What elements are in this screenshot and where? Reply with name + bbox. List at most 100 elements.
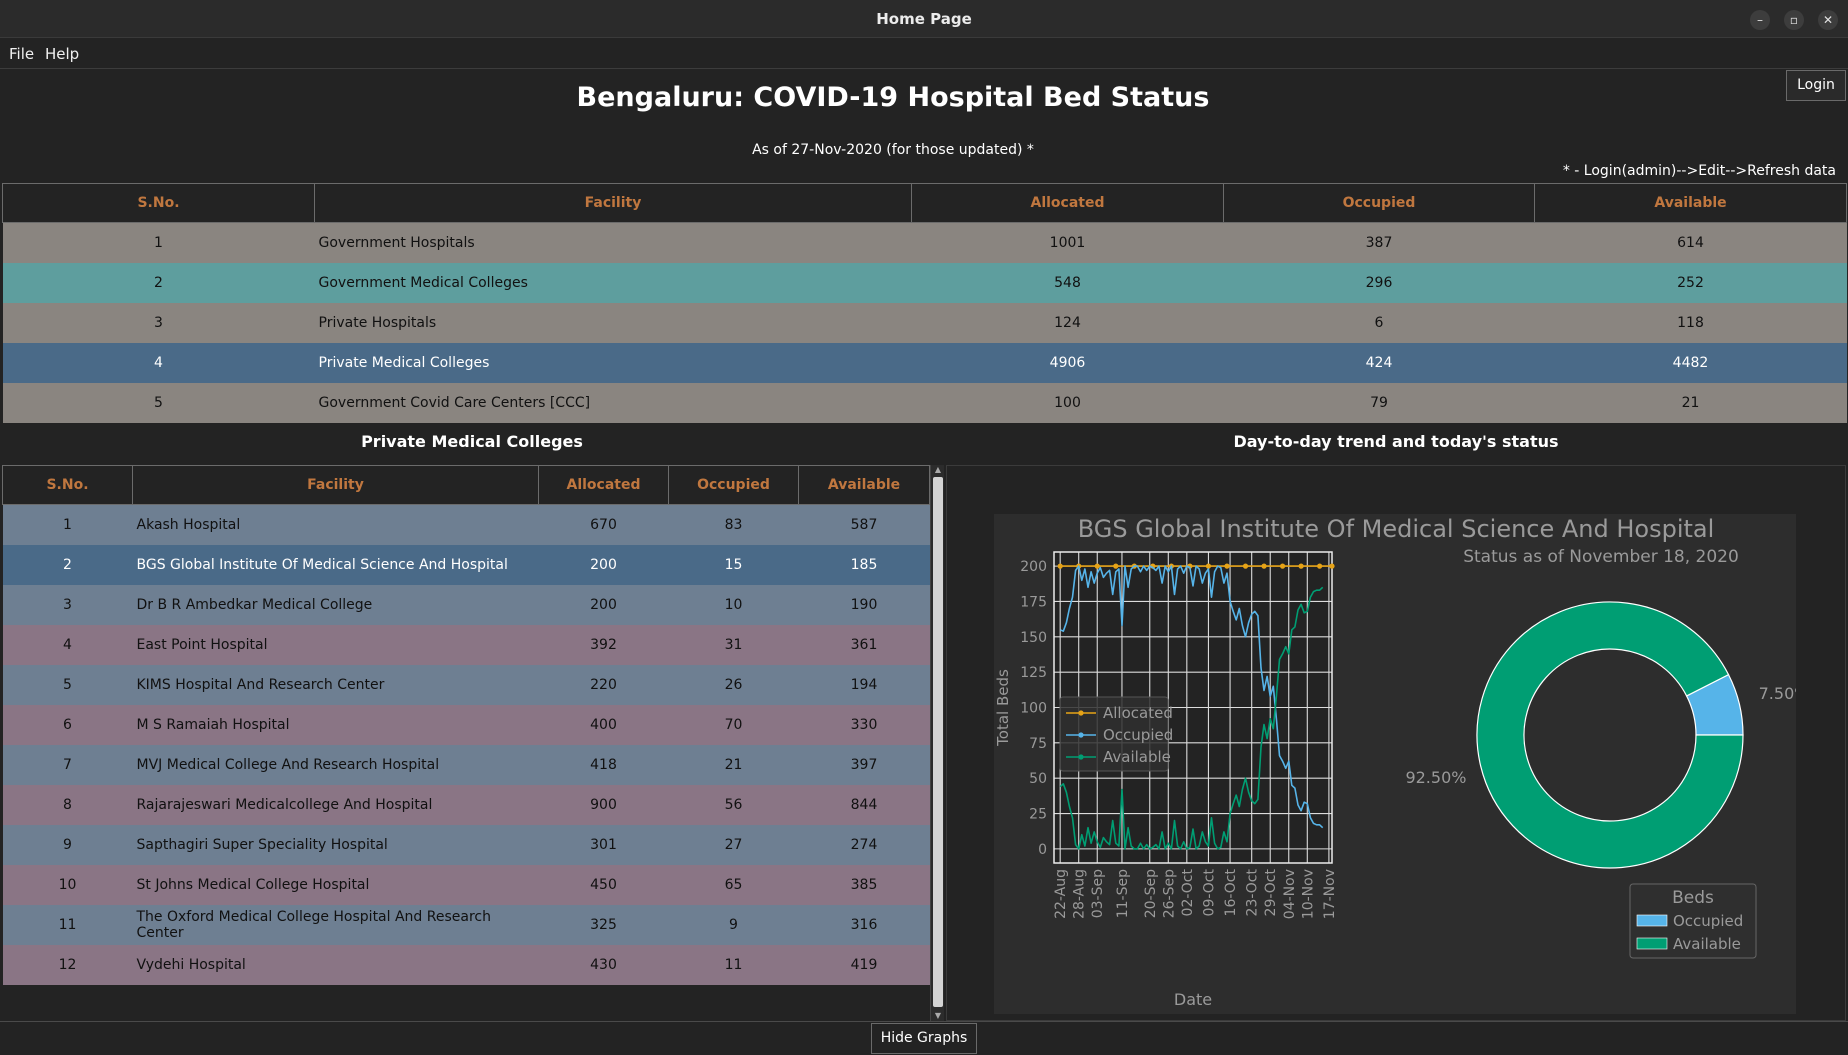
close-icon[interactable]: ✕ xyxy=(1818,10,1838,30)
cell-facility: East Point Hospital xyxy=(136,636,268,653)
menu-file[interactable]: File xyxy=(9,45,35,63)
detail-row[interactable]: 5 KIMS Hospital And Research Center 220 26 1… xyxy=(2,664,930,705)
cell-occupied: 21 xyxy=(724,756,743,773)
cell-occupied: 424 xyxy=(1365,354,1393,371)
summary-row[interactable]: 4 Private Medical Colleges 4906 424 4482 xyxy=(2,342,1847,383)
col-available[interactable]: Available xyxy=(1534,183,1847,223)
col-sno[interactable]: S.No. xyxy=(2,465,133,505)
summary-row[interactable]: 5 Government Covid Care Centers [CCC] 100 7… xyxy=(2,382,1847,423)
scroll-down-icon[interactable]: ▼ xyxy=(934,1011,942,1020)
col-sno[interactable]: S.No. xyxy=(2,183,315,223)
detail-row[interactable]: 1 Akash Hospital 670 83 587 xyxy=(2,504,930,545)
allocated-marker xyxy=(1094,563,1100,569)
cell-occupied: 31 xyxy=(724,636,743,653)
cell-facility: Private Hospitals xyxy=(318,314,437,331)
series-line-occupied xyxy=(1059,565,1324,829)
cell-occupied: 79 xyxy=(1370,394,1388,411)
col-available[interactable]: Available xyxy=(798,465,930,505)
pie-legend-label: Occupied xyxy=(1673,912,1743,930)
hide-graphs-button[interactable]: Hide Graphs xyxy=(871,1023,977,1054)
refresh-note: * - Login(admin)-->Edit-->Refresh data xyxy=(1562,163,1836,179)
cell-available: 118 xyxy=(1677,314,1704,331)
allocated-marker xyxy=(1329,563,1335,569)
summary-row[interactable]: 3 Private Hospitals 124 6 118 xyxy=(2,302,1847,343)
cell-facility: BGS Global Institute Of Medical Science … xyxy=(136,556,508,573)
cell-facility: The Oxford Medical College Hospital And … xyxy=(136,908,491,941)
cell-sno: 5 xyxy=(154,394,163,411)
cell-sno: 3 xyxy=(154,314,163,331)
allocated-marker xyxy=(1317,563,1323,569)
graphs-section-title: Day-to-day trend and today's status xyxy=(1233,432,1559,451)
scroll-thumb[interactable] xyxy=(933,477,943,1007)
y-tick-label: 100 xyxy=(1020,701,1047,717)
cell-allocated: 418 xyxy=(590,756,617,773)
col-allocated[interactable]: Allocated xyxy=(538,465,669,505)
cell-available: 21 xyxy=(1681,394,1700,411)
detail-row[interactable]: 9 Sapthagiri Super Speciality Hospital 301… xyxy=(2,824,930,865)
cell-allocated: 220 xyxy=(590,676,617,693)
x-tick-label: 03-Sep xyxy=(1090,869,1106,918)
cell-sno: 2 xyxy=(154,274,163,291)
cell-available: 419 xyxy=(850,956,878,973)
cell-available: 614 xyxy=(1677,234,1704,251)
detail-row[interactable]: 6 M S Ramaiah Hospital 400 70 330 xyxy=(2,704,930,745)
legend-marker xyxy=(1078,754,1084,760)
col-allocated[interactable]: Allocated xyxy=(911,183,1224,223)
allocated-marker xyxy=(1261,563,1267,569)
login-button[interactable]: Login xyxy=(1786,70,1846,101)
x-tick-label: 23-Oct xyxy=(1245,868,1261,916)
cell-available: 844 xyxy=(850,796,878,813)
cell-allocated: 124 xyxy=(1054,314,1081,331)
allocated-marker xyxy=(1057,563,1063,569)
detail-row[interactable]: 4 East Point Hospital 392 31 361 xyxy=(2,624,930,665)
menu-help[interactable]: Help xyxy=(45,45,80,63)
cell-occupied: 387 xyxy=(1365,234,1393,251)
scroll-up-icon[interactable]: ▲ xyxy=(934,465,942,474)
series-line-available xyxy=(1059,586,1324,850)
detail-row[interactable]: 12 Vydehi Hospital 430 11 419 xyxy=(2,944,930,985)
col-facility[interactable]: Facility xyxy=(132,465,539,505)
window-title: Home Page xyxy=(876,10,972,28)
y-axis-label: Total Beds xyxy=(994,669,1012,747)
summary-row[interactable]: 1 Government Hospitals 1001 387 614 xyxy=(2,222,1847,263)
cell-occupied: 11 xyxy=(724,956,743,973)
y-tick-label: 75 xyxy=(1029,736,1047,752)
detail-row[interactable]: 11 The Oxford Medical College Hospital An… xyxy=(2,904,930,945)
cell-occupied: 10 xyxy=(724,596,743,613)
col-occupied[interactable]: Occupied xyxy=(1223,183,1535,223)
x-tick-label: 02-Oct xyxy=(1180,868,1196,916)
cell-occupied: 15 xyxy=(724,556,743,573)
col-occupied[interactable]: Occupied xyxy=(668,465,799,505)
summary-row[interactable]: 2 Government Medical Colleges 548 296 252 xyxy=(2,262,1847,303)
pie-legend-title: Beds xyxy=(1672,888,1714,908)
detail-row[interactable]: 7 MVJ Medical College And Research Hospit… xyxy=(2,744,930,785)
minimize-icon[interactable]: – xyxy=(1750,10,1770,30)
detail-row[interactable]: 3 Dr B R Ambedkar Medical College 200 10 190 xyxy=(2,584,930,625)
legend-label: Allocated xyxy=(1103,704,1173,722)
menu-bar: File Help xyxy=(0,39,1848,69)
cell-sno: 2 xyxy=(63,556,72,573)
title-bar: Home Page – ▫ ✕ xyxy=(0,0,1848,38)
detail-row[interactable]: 8 Rajarajeswari Medicalcollege And Hospit… xyxy=(2,784,930,825)
allocated-marker xyxy=(1224,563,1230,569)
detail-scrollbar[interactable]: ▲ ▼ xyxy=(930,465,944,1021)
cell-available: 587 xyxy=(850,516,878,533)
cell-allocated: 1001 xyxy=(1049,234,1086,251)
page-title: Bengaluru: COVID-19 Hospital Bed Status xyxy=(576,82,1210,113)
allocated-marker xyxy=(1298,563,1304,569)
cell-sno: 5 xyxy=(63,676,72,693)
y-tick-label: 125 xyxy=(1020,665,1047,681)
detail-row[interactable]: 10 St Johns Medical College Hospital 450 65… xyxy=(2,864,930,905)
cell-sno: 1 xyxy=(63,516,72,533)
cell-allocated: 670 xyxy=(590,516,617,533)
x-tick-label: 29-Oct xyxy=(1263,868,1279,916)
detail-row[interactable]: 2 BGS Global Institute Of Medical Science… xyxy=(2,544,930,585)
cell-facility: MVJ Medical College And Research Hospita… xyxy=(136,756,440,773)
cell-sno: 8 xyxy=(63,796,72,813)
maximize-icon[interactable]: ▫ xyxy=(1784,10,1804,30)
col-facility[interactable]: Facility xyxy=(314,183,912,223)
cell-allocated: 100 xyxy=(1054,394,1081,411)
pie-pct-label: 7.50% xyxy=(1759,684,1796,703)
x-tick-label: 20-Sep xyxy=(1143,869,1159,918)
